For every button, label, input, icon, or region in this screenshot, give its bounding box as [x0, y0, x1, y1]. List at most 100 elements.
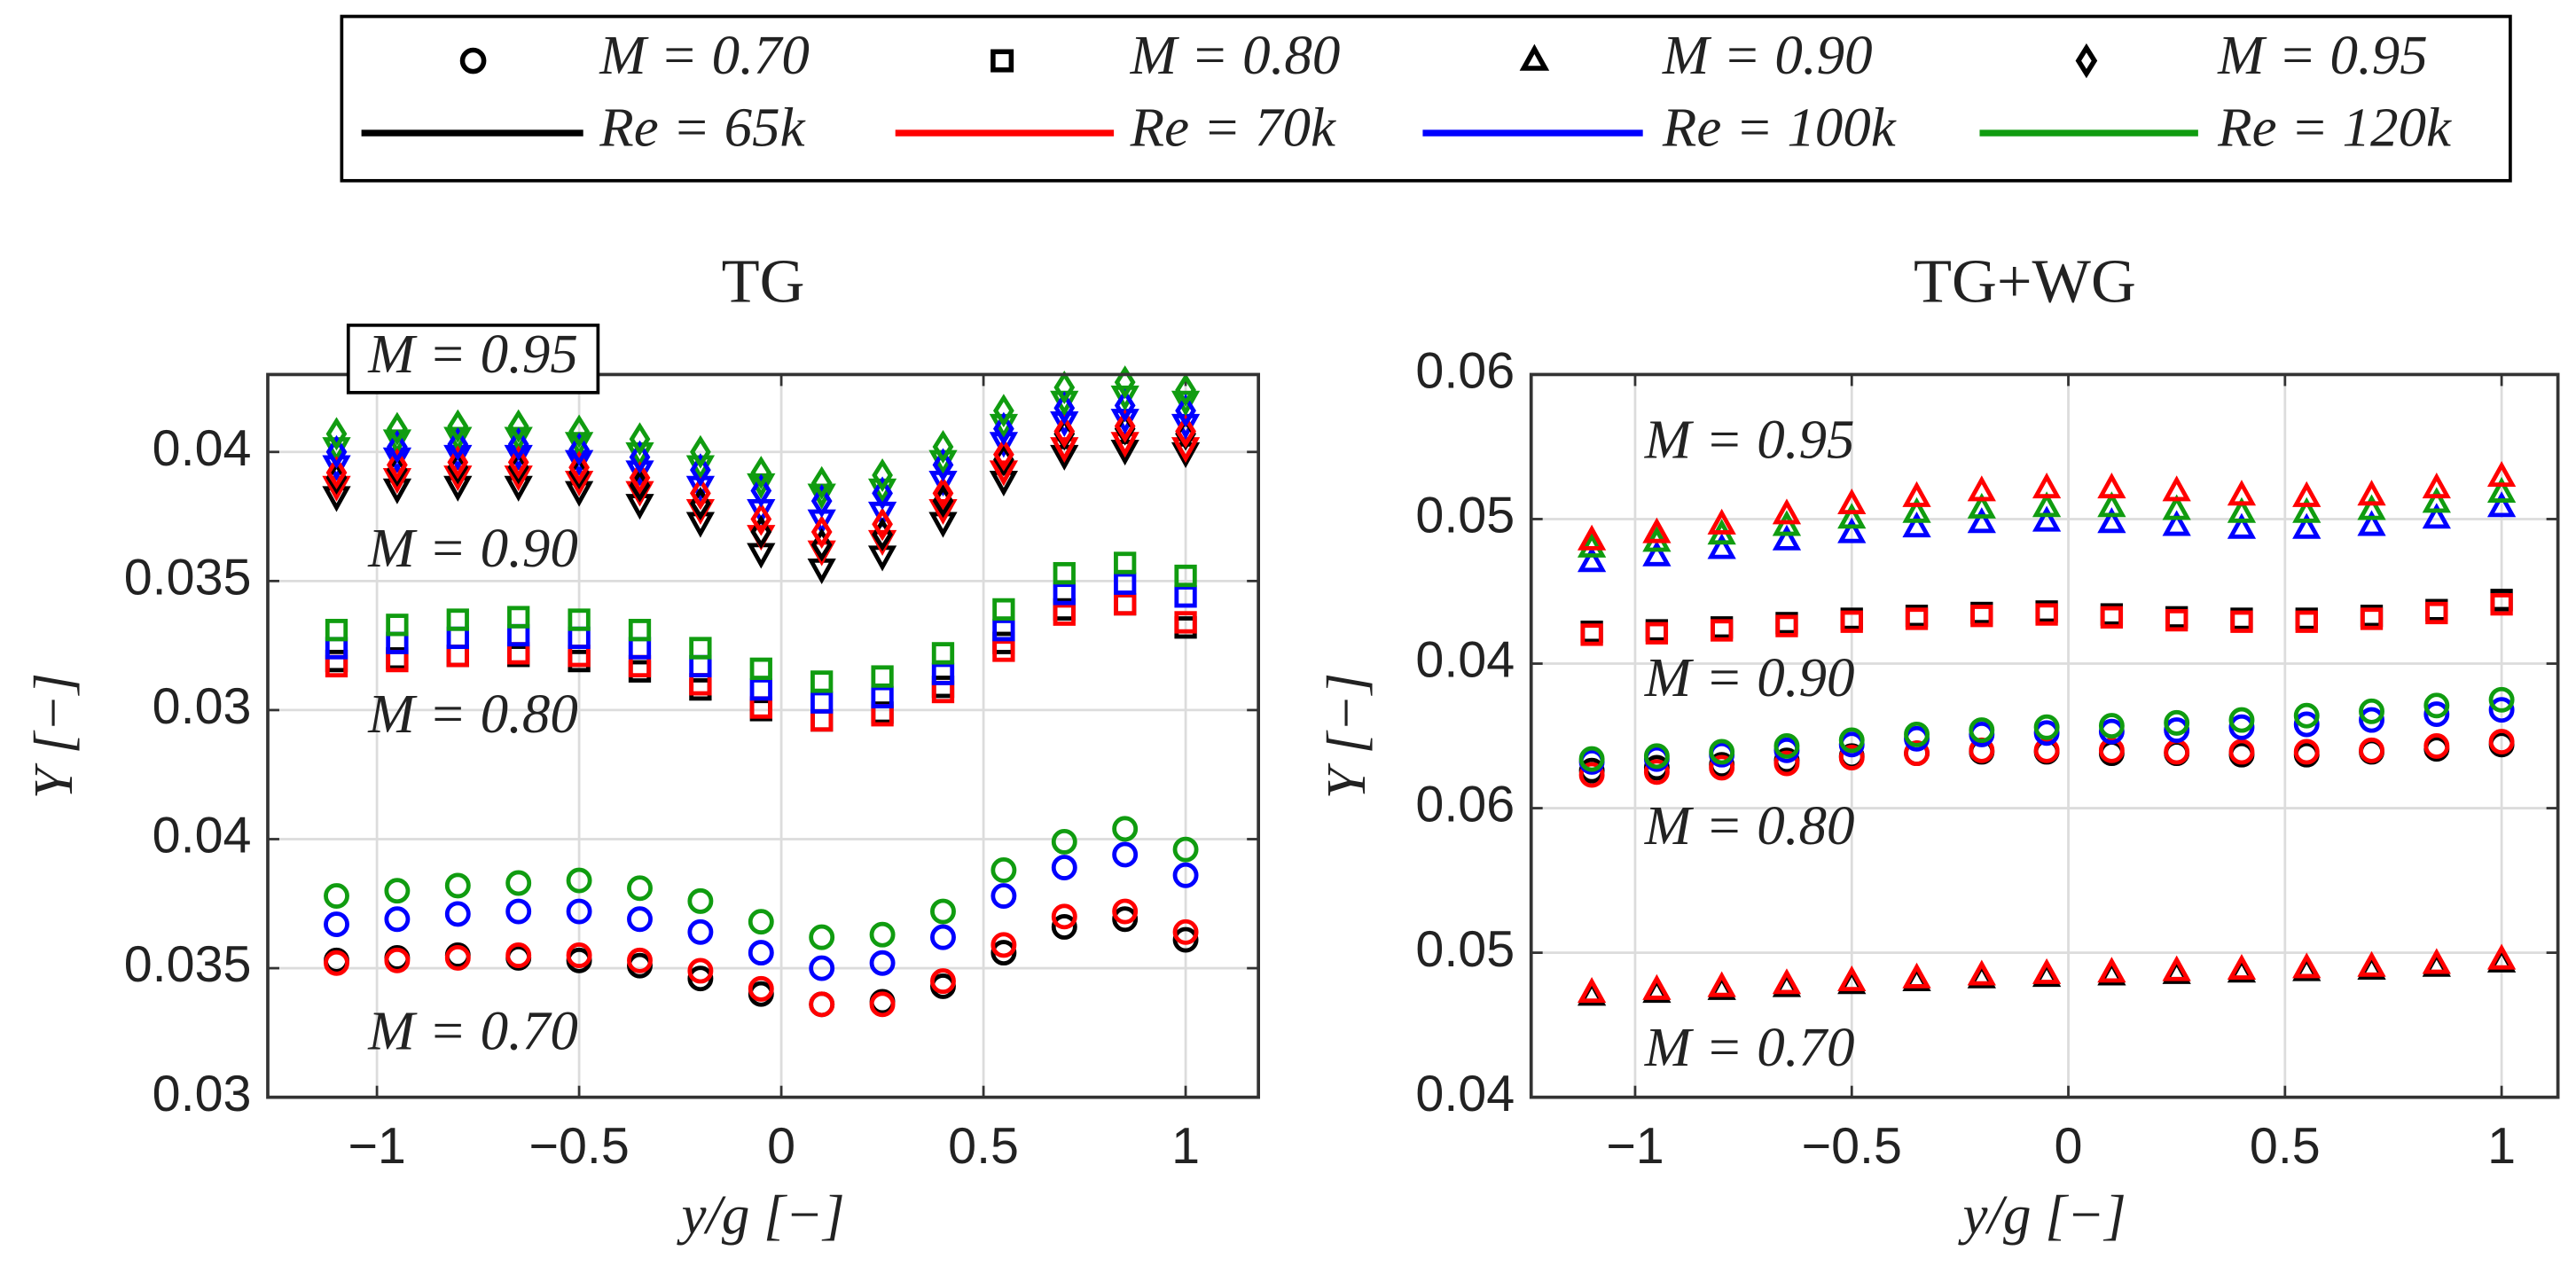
marker [2032, 473, 2062, 499]
chart-title: TG [722, 246, 805, 316]
marker [459, 47, 487, 74]
marker [627, 875, 653, 902]
marker [1175, 394, 1196, 428]
marker [1053, 603, 1076, 626]
marker [931, 662, 955, 685]
x-tick-label: 0.5 [948, 1118, 1019, 1175]
marker [628, 619, 652, 642]
y-tick-label: 0.035 [124, 550, 252, 606]
marker [627, 906, 653, 933]
marker [1112, 841, 1139, 868]
marker [1053, 414, 1076, 449]
marker [1577, 524, 1607, 551]
marker [1580, 623, 1603, 646]
marker [871, 665, 894, 688]
marker [930, 968, 956, 995]
marker [505, 942, 532, 968]
marker [568, 608, 591, 631]
marker [690, 453, 711, 488]
marker [990, 932, 1017, 958]
marker [1707, 508, 1736, 535]
marker [1114, 592, 1137, 616]
marker [750, 456, 772, 490]
marker [1053, 582, 1076, 606]
marker [507, 409, 529, 443]
marker [2486, 943, 2517, 970]
marker [1837, 517, 1867, 543]
marker [2359, 707, 2384, 733]
marker [325, 456, 348, 490]
marker [1577, 977, 1607, 1004]
marker [2423, 692, 2450, 719]
marker [809, 924, 835, 950]
marker [1775, 614, 1798, 637]
marker [1967, 492, 1996, 519]
marker [749, 657, 772, 680]
marker [447, 427, 469, 462]
x-tick-label: −1 [1606, 1118, 1664, 1175]
marker [2164, 717, 2190, 743]
marker [1643, 759, 1670, 786]
marker [505, 898, 532, 925]
x-tick-label: 1 [2487, 1118, 2516, 1175]
marker [2292, 952, 2322, 979]
marker [2357, 480, 2386, 506]
marker [869, 950, 896, 976]
marker [1837, 965, 1867, 992]
legend-box [340, 14, 2512, 183]
marker [2097, 507, 2126, 534]
marker [1838, 745, 1865, 770]
marker [566, 867, 592, 894]
legend-label: Re = 100k [1662, 97, 1897, 159]
marker [990, 940, 1017, 966]
marker [325, 619, 348, 642]
marker [1904, 721, 1930, 747]
legend-label: Re = 65k [599, 97, 805, 159]
marker [1114, 551, 1137, 574]
y-tick-label: 0.05 [1415, 488, 1515, 544]
marker [810, 465, 833, 500]
marker [750, 515, 772, 550]
marker [2033, 714, 2060, 740]
marker [2293, 711, 2320, 738]
marker [748, 975, 774, 1002]
marker [2292, 496, 2322, 523]
legend-label: M = 0.70 [599, 24, 810, 86]
marker [810, 528, 833, 562]
marker [1709, 739, 1735, 765]
marker [568, 432, 590, 466]
marker [2097, 473, 2126, 499]
marker [1172, 836, 1199, 863]
marker [2227, 480, 2257, 506]
marker [447, 409, 469, 443]
marker [871, 685, 894, 709]
marker [809, 955, 835, 981]
y-tick-label: 0.035 [124, 936, 252, 993]
marker [2425, 601, 2448, 625]
marker [1112, 898, 1139, 925]
marker [2032, 505, 2062, 532]
marker [1837, 503, 1867, 529]
marker [1519, 43, 1550, 71]
marker [2227, 496, 2257, 523]
marker [2360, 607, 2384, 630]
marker [2357, 510, 2386, 536]
annotation: M = 0.95 [1644, 409, 1855, 471]
marker [387, 411, 408, 446]
marker [750, 502, 772, 536]
marker [444, 944, 471, 971]
marker [1773, 732, 1800, 759]
marker [869, 991, 896, 1018]
marker [1967, 475, 1996, 502]
marker [629, 460, 651, 495]
marker [1051, 828, 1077, 855]
marker [928, 498, 958, 526]
marker [2293, 702, 2320, 729]
marker [2162, 955, 2191, 981]
marker [1642, 517, 1672, 543]
marker [566, 898, 592, 925]
marker [687, 965, 714, 992]
marker [992, 598, 1015, 621]
x-tick-label: 1 [1171, 1118, 1200, 1175]
